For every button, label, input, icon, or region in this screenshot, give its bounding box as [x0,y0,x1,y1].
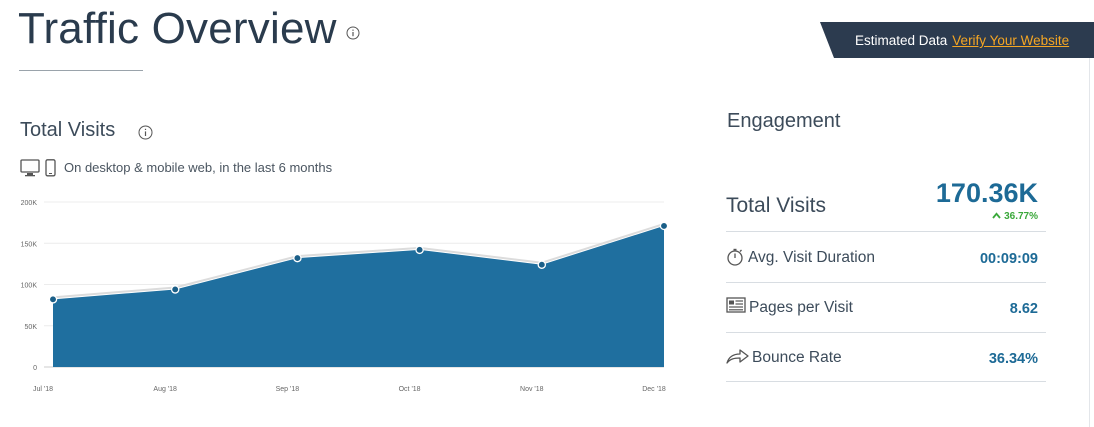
desktop-mobile-icon [20,159,56,177]
y-tick-label: 100K [21,283,38,290]
divider [726,332,1046,333]
data-point [659,221,669,231]
divider [726,282,1046,283]
total-visits-title: Total Visits [20,119,116,141]
x-tick-label: Sep '18 [276,386,300,393]
up-arrow-icon [992,212,1001,219]
estimated-data-banner: Estimated Data Verify Your Website [820,22,1094,58]
series-line [52,222,665,299]
avg-visit-duration-value: 00:09:09 [979,251,1038,267]
info-icon[interactable] [138,125,153,140]
data-point [415,245,424,255]
data-point [48,295,58,304]
bounce-rate-label: Bounce Rate [752,349,842,366]
total-visits-label: Total Visits [726,194,826,217]
data-point [293,253,302,263]
bounce-rate-value: 36.34% [988,351,1038,367]
avg-visit-duration-label: Avg. Visit Duration [748,249,875,266]
bounce-arrow-icon [726,349,749,364]
y-tick-label: 50K [25,324,38,331]
series-area [53,225,664,367]
x-tick-label: Nov '18 [520,386,544,393]
data-point [537,260,547,269]
data-point [170,285,180,294]
stopwatch-icon [727,248,743,266]
y-tick-label: 200K [21,200,38,207]
engagement-title: Engagement [727,110,841,132]
verify-website-link[interactable]: Verify Your Website [952,33,1070,48]
total-visits-change: 36.77% [960,211,1038,222]
visits-subtitle: On desktop & mobile web, in the last 6 m… [64,160,333,175]
y-tick-label: 0 [33,365,37,372]
title-underline [19,70,143,71]
pages-per-visit-label: Pages per Visit [749,299,853,316]
pages-per-visit-value: 8.62 [1009,301,1038,317]
divider [726,231,1046,232]
y-tick-label: 150K [21,241,38,248]
total-visits-chart: 0 50K 100K 150K 200K Jul '18 Aug '18 Sep '18 Oct… [21,200,669,393]
total-visits-change-value: 36.77% [1004,211,1038,222]
divider [726,381,1046,382]
info-icon[interactable] [346,26,360,40]
estimated-data-label: Estimated Data [855,33,948,48]
pages-icon [726,297,746,313]
panel-edge [1089,58,1090,427]
x-tick-label: Jul '18 [33,386,53,393]
total-visits-value: 170.36K [935,178,1038,208]
x-tick-label: Dec '18 [642,386,666,393]
x-tick-label: Aug '18 [153,386,177,393]
x-tick-label: Oct '18 [399,386,421,393]
page-title: Traffic Overview [18,4,337,53]
